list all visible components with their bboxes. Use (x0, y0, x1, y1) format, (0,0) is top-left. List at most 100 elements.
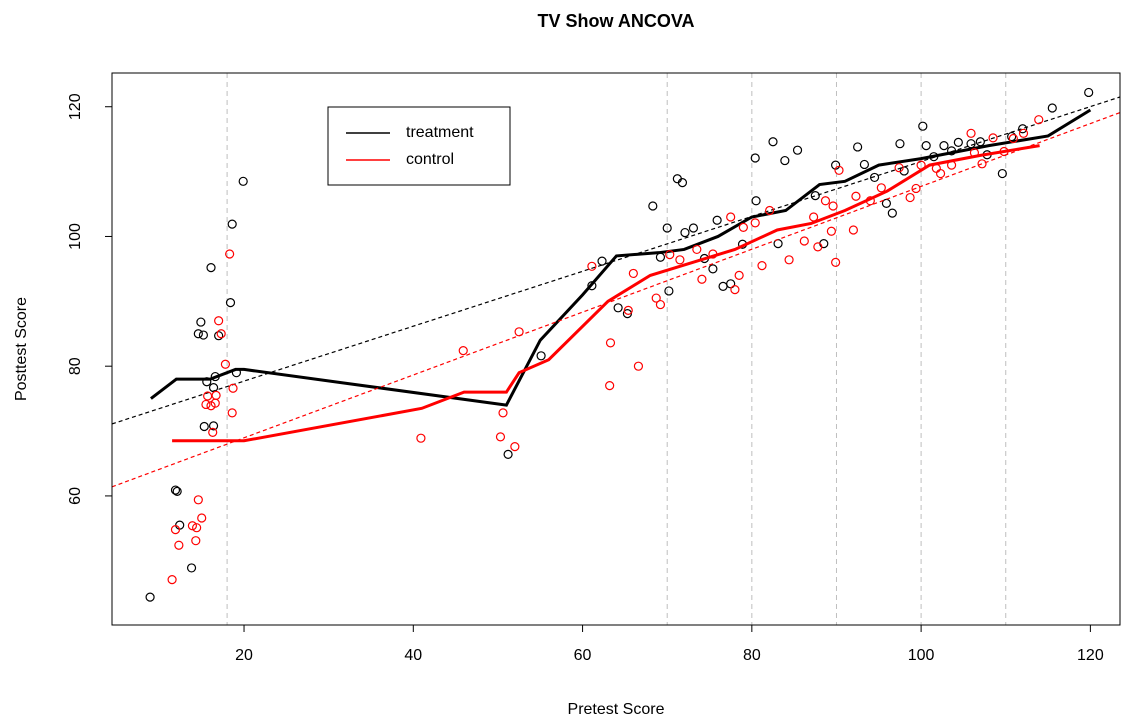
point (734, 270, 744, 280)
point (895, 139, 905, 149)
point (211, 390, 221, 400)
point (1018, 128, 1029, 138)
plot-area (112, 73, 1120, 625)
point (966, 139, 976, 149)
point (768, 137, 778, 147)
point (946, 160, 957, 170)
fit-line (112, 112, 1120, 488)
point (170, 525, 181, 535)
point (916, 160, 926, 170)
point (859, 159, 870, 170)
point (225, 298, 236, 308)
point (828, 201, 838, 211)
point (665, 250, 675, 260)
point (929, 152, 939, 162)
point (597, 256, 607, 266)
point (718, 281, 728, 292)
point (935, 168, 946, 179)
point (851, 191, 861, 201)
point (202, 377, 212, 387)
point (813, 242, 823, 252)
point (887, 208, 897, 218)
point (751, 196, 761, 206)
point (809, 212, 819, 222)
point (628, 268, 638, 279)
point (510, 442, 520, 452)
point (894, 163, 904, 173)
point (1007, 131, 1017, 142)
point (969, 148, 980, 158)
point (227, 408, 237, 418)
point (1034, 115, 1044, 125)
point (514, 327, 524, 337)
x-tick-label: 60 (574, 647, 592, 664)
point (921, 141, 931, 151)
point (199, 421, 209, 432)
point (977, 159, 987, 169)
point (750, 153, 760, 163)
point (946, 146, 957, 156)
point (587, 281, 597, 291)
point (738, 222, 748, 232)
point (197, 513, 207, 523)
point (834, 165, 844, 175)
point (208, 427, 218, 437)
point (780, 155, 790, 166)
point (1008, 133, 1018, 144)
point (633, 361, 644, 371)
y-tick-label: 100 (67, 223, 84, 250)
point (208, 421, 219, 431)
point (899, 166, 909, 176)
point (228, 383, 238, 393)
point (170, 485, 181, 495)
legend-label: treatment (406, 124, 474, 141)
point (1084, 87, 1094, 98)
point (605, 381, 615, 391)
point (495, 432, 506, 442)
point (905, 192, 915, 203)
point (692, 244, 702, 255)
point (876, 183, 886, 193)
point (810, 190, 820, 201)
point (662, 223, 672, 233)
point (708, 249, 718, 259)
point (192, 523, 202, 533)
point (750, 218, 760, 228)
x-tick-label: 20 (235, 647, 253, 664)
point (697, 274, 707, 284)
point (238, 176, 248, 186)
point (536, 351, 546, 361)
legend-box (327, 106, 511, 186)
point (231, 368, 242, 378)
point (677, 178, 688, 188)
point (1018, 124, 1028, 134)
x-tick-label: 80 (743, 647, 761, 664)
point (688, 223, 699, 233)
chart-title: TV Show ANCOVA (538, 11, 695, 31)
point (918, 121, 928, 131)
point (831, 257, 841, 268)
y-tick-label: 120 (67, 93, 84, 120)
point (214, 331, 224, 341)
point (193, 329, 203, 339)
point (210, 371, 220, 382)
point (186, 563, 197, 573)
point (820, 196, 831, 206)
point (1047, 103, 1057, 113)
point (853, 142, 863, 152)
point (765, 205, 775, 216)
legend-label: control (406, 151, 454, 168)
point (675, 255, 685, 265)
point (966, 128, 976, 138)
point (201, 399, 211, 410)
fit-line (112, 96, 1120, 425)
x-tick-label: 100 (908, 647, 935, 664)
point (655, 252, 666, 262)
point (214, 316, 224, 326)
point (220, 359, 231, 369)
point (655, 299, 666, 310)
point (648, 201, 658, 211)
point (799, 236, 809, 246)
point (198, 330, 209, 340)
point (664, 286, 674, 296)
